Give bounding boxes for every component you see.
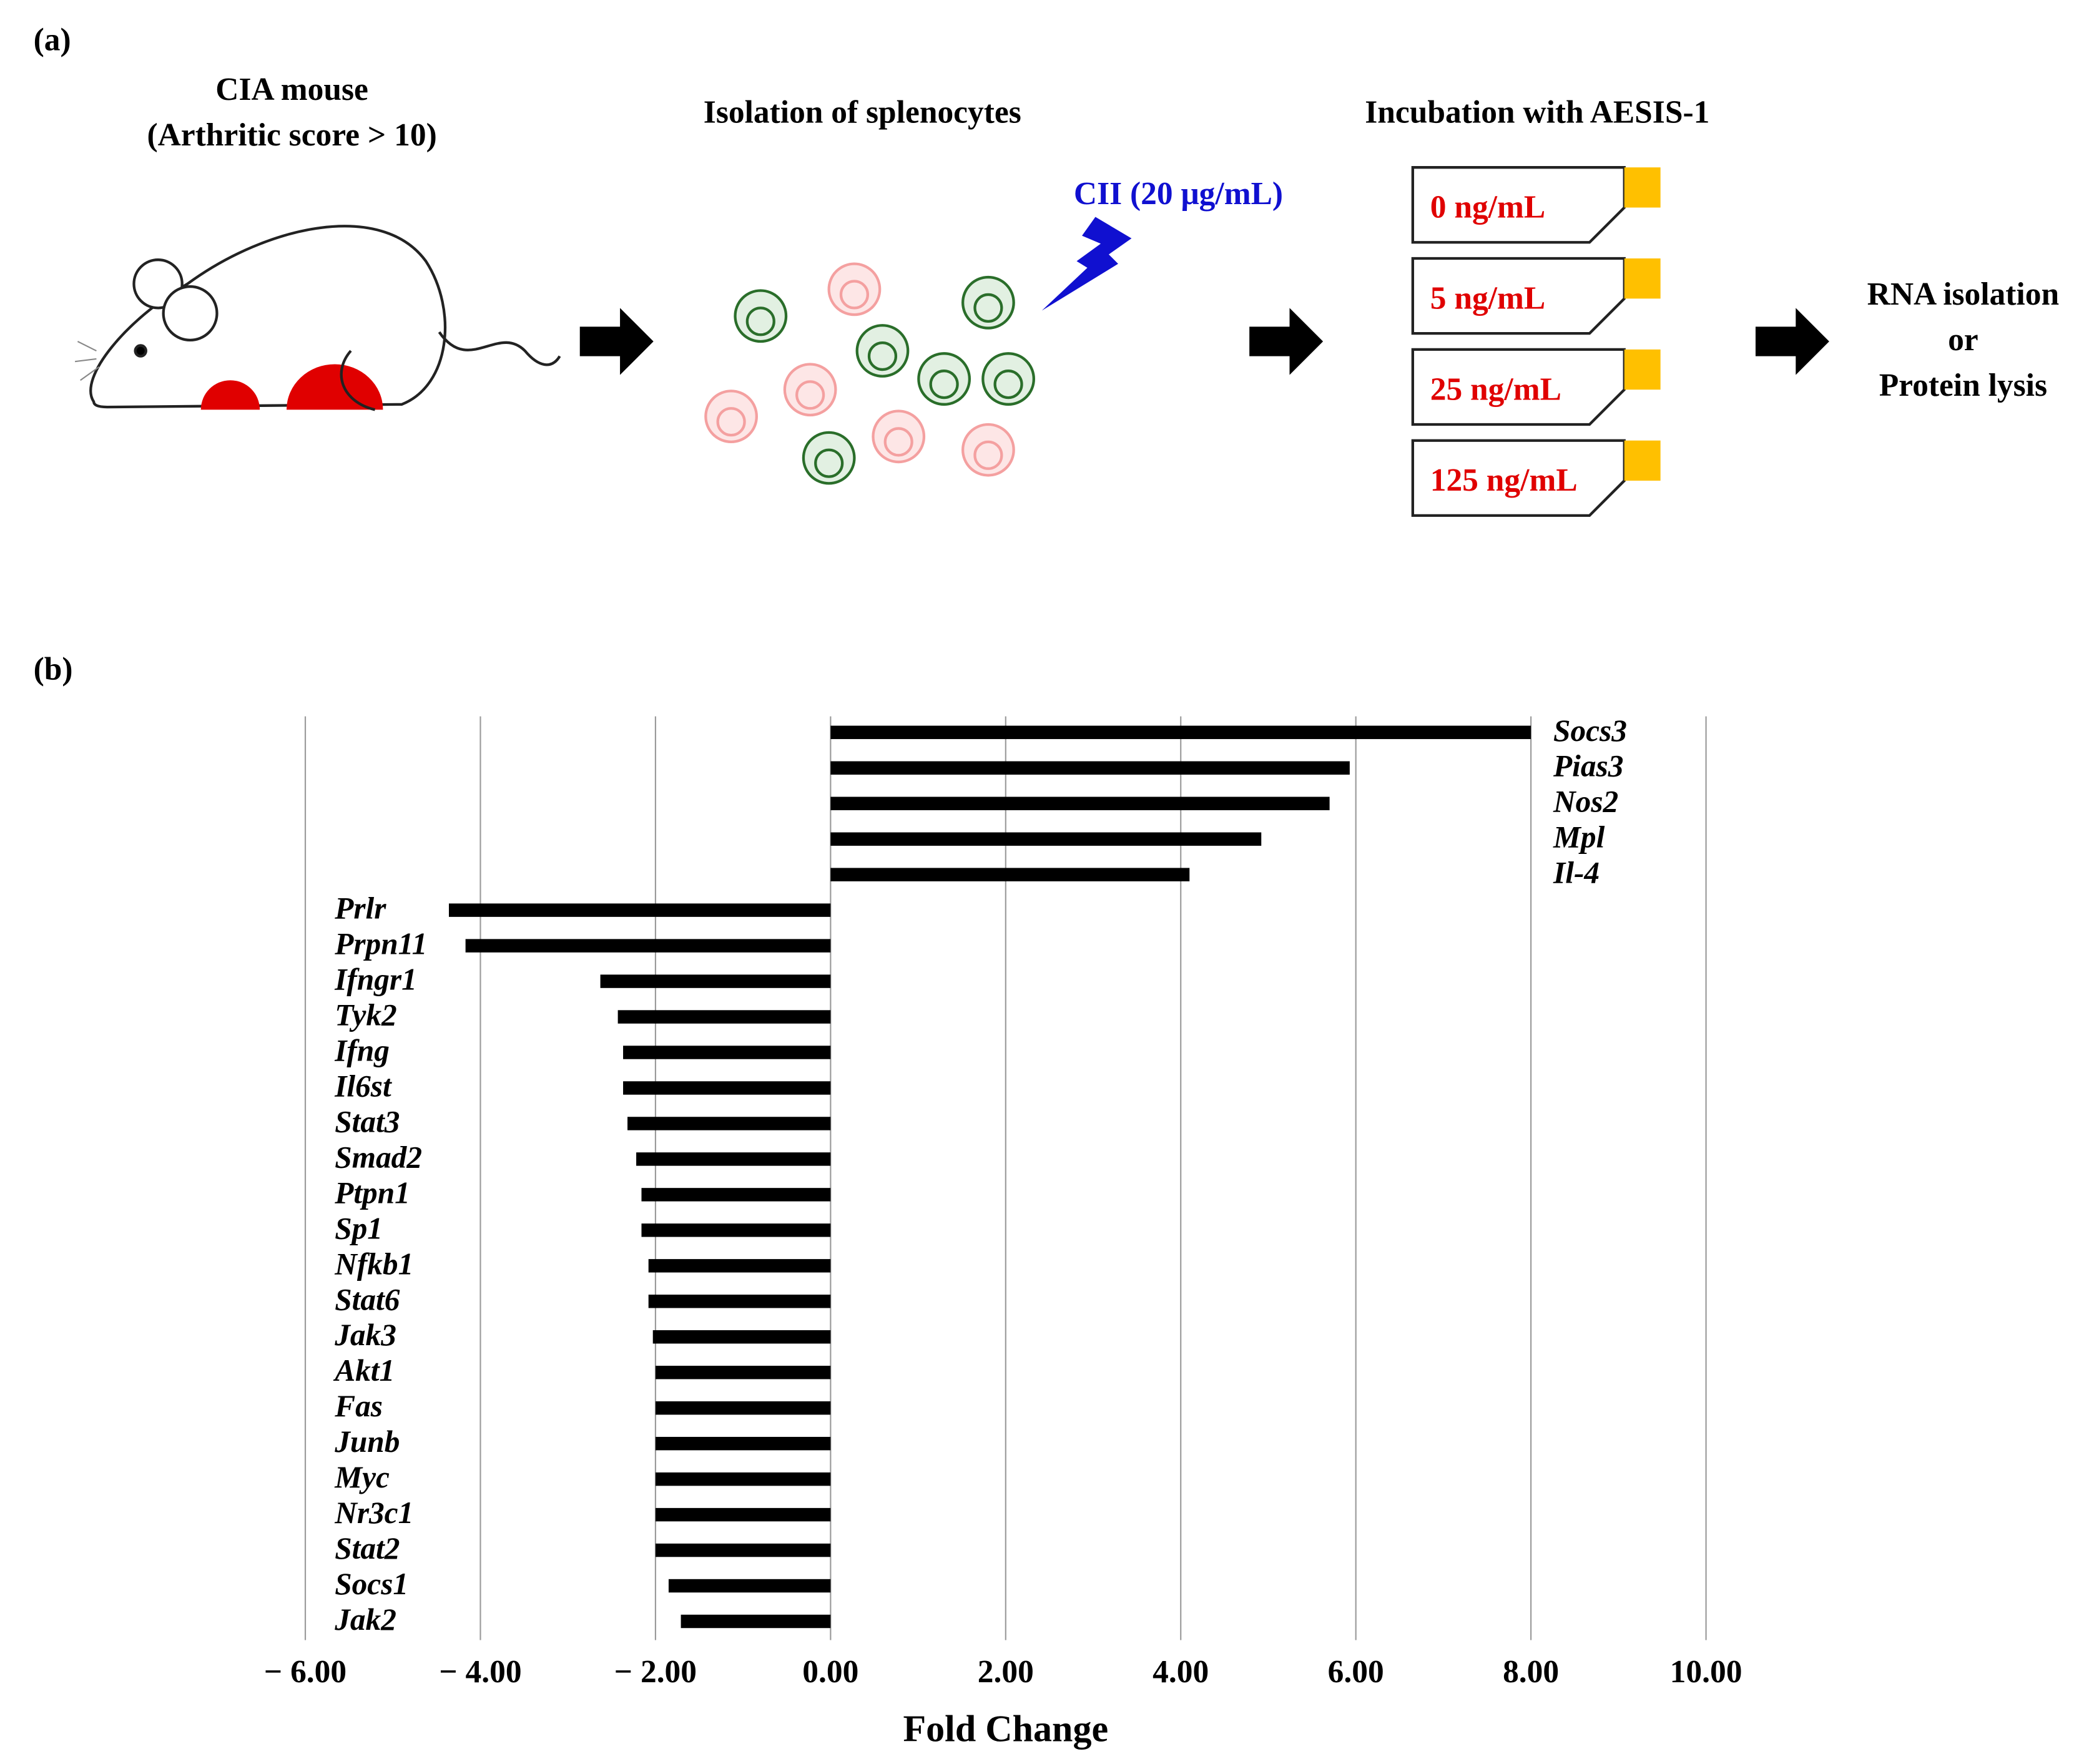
panel-label: (a) <box>34 22 71 58</box>
bar <box>655 1436 831 1451</box>
category-label: Ifngr1 <box>334 963 417 997</box>
bar <box>617 1010 831 1024</box>
bar <box>830 796 1330 810</box>
flask-cap <box>1624 440 1661 481</box>
x-tick-label: 10.00 <box>1670 1654 1742 1690</box>
mouse-title: CIA mouse <box>215 72 368 107</box>
category-label: Jak3 <box>334 1318 396 1352</box>
bar <box>641 1223 831 1237</box>
flask-cap <box>1624 258 1661 299</box>
mouse <box>74 225 561 411</box>
bar <box>655 1401 831 1415</box>
category-label: Nr3c1 <box>334 1496 413 1530</box>
bar <box>830 868 1190 881</box>
category-label: Nos2 <box>1553 785 1618 819</box>
cells-title: Isolation of splenocytes <box>704 94 1021 130</box>
x-tick-label: − 6.00 <box>264 1654 347 1690</box>
x-tick-label: − 2.00 <box>614 1654 697 1690</box>
output-text: or <box>1948 322 1978 358</box>
flasks: 0 ng/mL 5 ng/mL 25 ng/mL 125 ng/mL <box>1411 166 1661 517</box>
x-tick-label: 4.00 <box>1153 1654 1209 1690</box>
bar <box>623 1081 831 1095</box>
category-label: Myc <box>334 1460 390 1494</box>
category-label: Socs3 <box>1553 713 1627 748</box>
lightning <box>1041 217 1132 311</box>
x-axis-label: Fold Change <box>903 1707 1108 1749</box>
bar <box>652 1330 831 1344</box>
category-label: Smad2 <box>335 1140 422 1174</box>
dose-label: 25 ng/mL <box>1430 371 1561 407</box>
category-label: Ifng <box>334 1033 390 1067</box>
dose-label: 0 ng/mL <box>1430 190 1545 225</box>
x-tick-label: − 4.00 <box>439 1654 521 1690</box>
bar <box>636 1152 831 1166</box>
bar <box>830 725 1531 740</box>
bar <box>641 1188 831 1202</box>
flask <box>1411 439 1626 517</box>
category-label: Il-4 <box>1553 856 1600 890</box>
x-tick-label: 2.00 <box>978 1654 1034 1690</box>
flask-cap <box>1624 167 1661 208</box>
incubation-title: Incubation with AESIS-1 <box>1365 94 1709 130</box>
dose-label: 125 ng/mL <box>1430 463 1578 498</box>
bar <box>465 939 831 953</box>
bar <box>655 1507 831 1522</box>
category-label: Ptpn1 <box>334 1175 410 1210</box>
flask-cap <box>1624 349 1661 390</box>
bar <box>648 1295 831 1308</box>
category-label: Nfkb1 <box>334 1247 413 1281</box>
bar <box>655 1543 831 1557</box>
category-label: Pias3 <box>1553 749 1623 783</box>
bar <box>623 1046 831 1059</box>
output-text: Protein lysis <box>1879 368 2047 403</box>
cells <box>704 262 1035 485</box>
dose-label: 5 ng/mL <box>1430 280 1545 316</box>
category-label: Stat3 <box>335 1104 400 1139</box>
category-label: Sp1 <box>335 1211 383 1245</box>
category-label: Jak2 <box>334 1602 396 1637</box>
bar <box>600 974 831 988</box>
bar <box>655 1366 831 1379</box>
category-label: Il6st <box>334 1069 392 1103</box>
category-label: Prlr <box>334 891 386 926</box>
bar <box>448 903 831 917</box>
bar <box>830 832 1262 846</box>
category-label: Stat6 <box>335 1282 400 1316</box>
category-label: Junb <box>334 1424 400 1459</box>
flask <box>1411 348 1626 426</box>
category-label: Fas <box>334 1389 383 1423</box>
bar <box>681 1614 831 1629</box>
flask <box>1411 257 1626 335</box>
bar <box>830 761 1350 775</box>
bar <box>648 1259 831 1273</box>
bar <box>655 1472 831 1486</box>
bar <box>627 1117 831 1130</box>
mouse-subtitle: (Arthritic score > 10) <box>147 117 436 153</box>
arrows <box>579 308 1829 375</box>
category-label: Mpl <box>1553 820 1605 855</box>
flask <box>1411 166 1626 244</box>
x-tick-label: 6.00 <box>1328 1654 1384 1690</box>
panel-label: (b) <box>34 652 73 687</box>
bar <box>668 1579 831 1593</box>
category-label: Akt1 <box>333 1353 395 1388</box>
category-label: Tyk2 <box>335 998 397 1032</box>
category-label: Stat2 <box>335 1531 400 1566</box>
x-tick-label: 8.00 <box>1503 1654 1559 1690</box>
x-tick-label: 0.00 <box>802 1654 858 1690</box>
category-label: Socs1 <box>335 1567 408 1601</box>
output-text: RNA isolation <box>1867 277 2059 312</box>
category-label: Prpn11 <box>334 927 427 961</box>
stimulus: CII (20 μg/mL) <box>1074 176 1283 212</box>
